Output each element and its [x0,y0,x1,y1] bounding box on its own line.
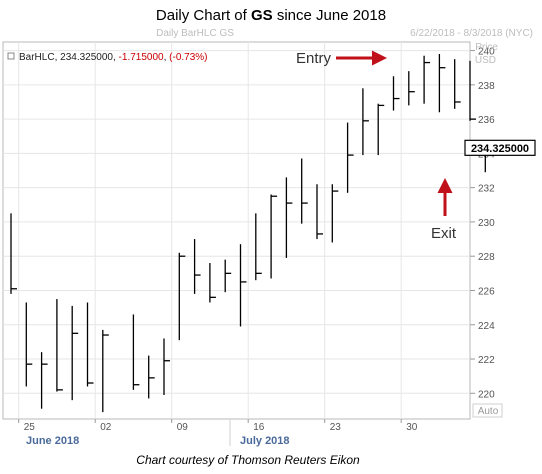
price-bar [469,60,476,121]
price-bar [25,302,33,387]
date-range: 6/22/2018 - 8/3/2018 (NYC) [410,28,533,39]
price-bar [408,71,415,106]
price-bar [454,59,461,109]
price-bar [209,263,216,303]
exit-label: Exit [431,225,457,242]
price-bar [10,213,17,294]
y-tick-label: 228 [478,252,495,263]
price-bar [301,158,308,224]
month-label: June 2018 [26,435,79,447]
y-tick-label: 238 [478,81,495,92]
price-tag-value: 234.325000 [471,143,529,155]
auto-scale-button[interactable]: Auto [472,403,503,418]
price-bar [270,194,278,279]
axis-label-usd: USD [475,55,496,66]
price-bar [362,88,369,156]
price-bar [148,355,155,399]
x-tick-label: 30 [406,422,418,433]
price-bar [86,302,94,387]
y-tick-label: 240 [478,47,495,58]
y-tick-label: 236 [478,115,495,126]
axis-label-price: Price [475,42,498,53]
price-bar [193,239,201,294]
price-bar [377,103,385,156]
price-bar [239,244,247,327]
price-bar [163,338,170,396]
last-price-tag: 234.325000 [464,139,536,156]
entry-label: Entry [296,50,332,67]
price-tag-box [464,139,536,156]
x-tick-label: 16 [253,422,265,433]
x-axis-ticks: 25 02 09 16 23 30 [18,419,418,433]
x-tick-label: 02 [100,422,112,433]
price-bar [285,177,293,258]
x-tick-label: 09 [177,422,189,433]
price-bar [423,55,431,104]
series-info-text: BarHLC, 234.325000, -1.715000, (-0.73%) [19,52,208,63]
price-bar [71,305,79,401]
chart-subtitle: Daily BarHLC GS [156,28,234,39]
auto-scale-label[interactable]: Auto [478,406,499,417]
price-bar [392,76,400,111]
price-bar [102,329,109,413]
price-bar [346,122,354,193]
price-bar [132,314,140,390]
price-bars [10,53,492,413]
price-bar [40,352,48,409]
chart-title: Daily Chart of GS since June 2018 [156,7,386,24]
legend-marker-icon [7,52,15,60]
price-bar [56,299,63,392]
price-bar [224,259,232,293]
horizontal-grid [3,50,470,394]
auto-scale-box[interactable] [472,403,503,418]
y-tick-label: 220 [478,389,495,400]
price-axis [472,42,503,419]
y-tick-label: 224 [478,321,495,332]
vertical-grid [18,42,402,419]
price-bar [438,53,446,113]
x-tick-label: 23 [330,422,342,433]
y-tick-label: 222 [478,355,495,366]
chart-caption: Chart courtesy of Thomson Reuters Eikon [136,453,360,467]
y-tick-label: 226 [478,286,495,297]
price-bar [178,252,186,341]
x-tick-label: 25 [24,422,36,433]
plot-frame [2,41,471,420]
series-info: BarHLC, 234.325000, -1.715000, (-0.73%) [7,52,208,63]
month-labels: June 2018 July 2018 [26,420,290,447]
price-bar [316,184,323,240]
month-label: July 2018 [240,435,290,447]
y-tick-label: 230 [478,218,495,229]
y-tick-label: 232 [478,184,495,195]
price-bar [331,184,339,243]
price-bar [255,213,262,281]
